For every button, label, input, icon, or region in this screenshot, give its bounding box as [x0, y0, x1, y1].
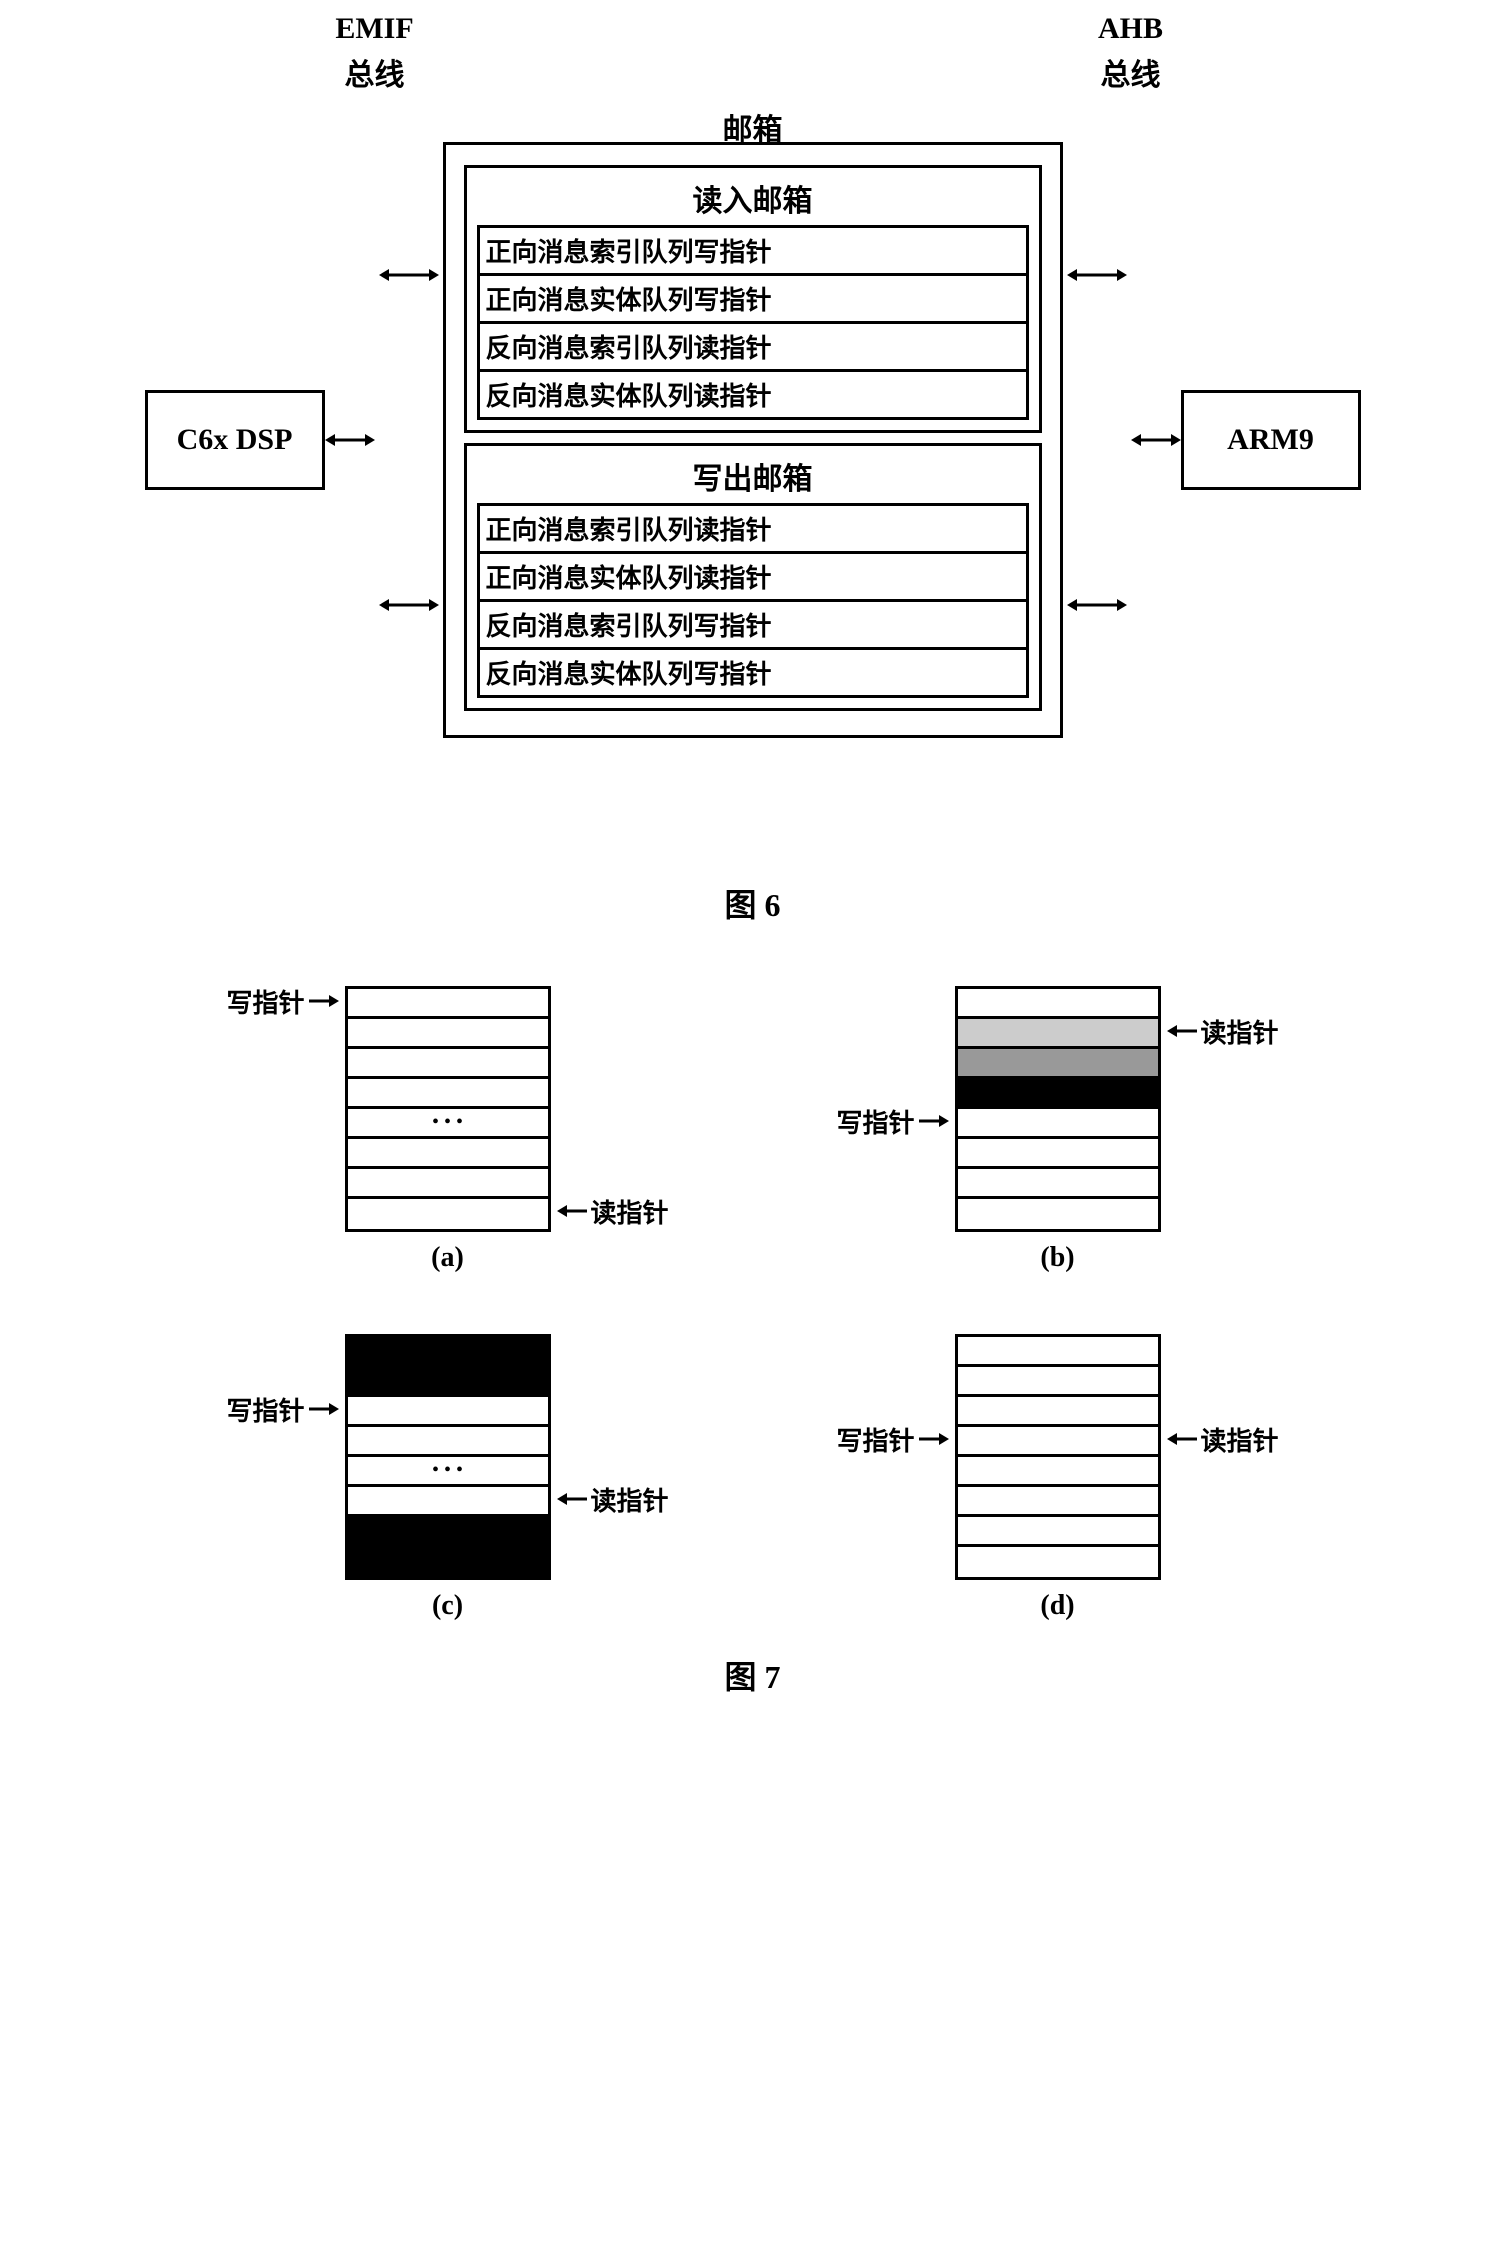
mailbox-outer: 邮箱 读入邮箱 正向消息索引队列写指针 正向消息实体队列写指针 反向消息索引队列… [443, 142, 1063, 738]
arm9-box: ARM9 [1181, 390, 1361, 490]
queue-box: • • • [345, 1334, 551, 1580]
write-ptr-label: 写指针 [836, 1103, 914, 1140]
queue-cell [958, 1109, 1158, 1139]
queue-cell [958, 1139, 1158, 1169]
read-row-3: 反向消息实体队列读指针 [477, 369, 1029, 420]
queue-sub_c: 写指针 • • • (c) 读指针 [226, 1334, 668, 1622]
read-ptr-label: 读指针 [1201, 1013, 1279, 1050]
queue-cell [958, 989, 1158, 1019]
arm9-label: ARM9 [1227, 423, 1314, 457]
queue-cell [348, 989, 548, 1019]
queue-sub_b: 写指针 (b) 读指针 [836, 986, 1278, 1274]
ptr-left-col: 写指针 [226, 1334, 338, 1574]
sub-letter: (d) [1040, 1590, 1074, 1622]
queue-cell [958, 1049, 1158, 1079]
queue-cell [958, 1487, 1158, 1517]
queue-cell [348, 1427, 548, 1457]
sub-letter: (b) [1040, 1242, 1074, 1274]
queue-cell [958, 1337, 1158, 1367]
queue-cell [348, 1199, 548, 1229]
write-row-1: 正向消息实体队列读指针 [477, 551, 1029, 602]
queue-cell [958, 1199, 1158, 1229]
read-ptr-label: 读指针 [591, 1481, 669, 1518]
c6x-dsp-box: C6x DSP [145, 390, 325, 490]
ptr-left-col: 写指针 [226, 986, 338, 1226]
queue-cell [958, 1079, 1158, 1109]
figure-6: C6x DSP EMIF 总线 [30, 30, 1475, 926]
queue-cell [348, 1367, 548, 1397]
ptr-right-col: 读指针 [1167, 1334, 1279, 1574]
read-ptr-label: 读指针 [1201, 1421, 1279, 1458]
read-ptr-label: 读指针 [591, 1193, 669, 1230]
queue-cell [958, 1169, 1158, 1199]
queue-box [955, 986, 1161, 1232]
write-ptr-label: 写指针 [226, 983, 304, 1020]
queue-cell [958, 1427, 1158, 1457]
mailbox-title: 邮箱 [723, 105, 783, 149]
queue-cell: • • • [348, 1457, 548, 1487]
c6x-dsp-label: C6x DSP [177, 423, 293, 457]
ptr-left-col: 写指针 [836, 986, 948, 1226]
read-row-1: 正向消息实体队列写指针 [477, 273, 1029, 324]
queue-cell [348, 1079, 548, 1109]
queue-cell [348, 1397, 548, 1427]
read-mailbox-title: 读入邮箱 [477, 176, 1029, 220]
queue-cell [958, 1019, 1158, 1049]
ptr-right-col: 读指针 [557, 986, 669, 1226]
ahb-label-1: AHB [1098, 12, 1163, 46]
emif-label-2: 总线 [335, 50, 413, 94]
queue-cell [958, 1457, 1158, 1487]
arrow-dsp-bus [325, 430, 375, 450]
arrow-bus-arm [1131, 430, 1181, 450]
read-row-2: 反向消息索引队列读指针 [477, 321, 1029, 372]
queue-cell [348, 1337, 548, 1367]
queue-box: • • • [345, 986, 551, 1232]
arrow-ahb-write [1067, 595, 1127, 615]
read-row-0: 正向消息索引队列写指针 [477, 225, 1029, 276]
queue-cell [348, 1169, 548, 1199]
ptr-right-col: 读指针 [1167, 986, 1279, 1226]
queue-cell [348, 1487, 548, 1517]
emif-label-1: EMIF [335, 12, 413, 46]
ptr-right-col: 读指针 [557, 1334, 669, 1574]
write-mailbox: 写出邮箱 正向消息索引队列读指针 正向消息实体队列读指针 反向消息索引队列写指针… [464, 443, 1042, 711]
arrow-ahb-read [1067, 265, 1127, 285]
queue-cell [958, 1517, 1158, 1547]
figure-7: 写指针• • •(a)读指针写指针(b)读指针写指针• • •(c)读指针写指针… [30, 986, 1475, 1698]
queue-cell: • • • [348, 1109, 548, 1139]
queue-cell [958, 1547, 1158, 1577]
write-ptr-label: 写指针 [226, 1391, 304, 1428]
write-row-3: 反向消息实体队列写指针 [477, 647, 1029, 698]
write-row-2: 反向消息索引队列写指针 [477, 599, 1029, 650]
queue-cell [958, 1397, 1158, 1427]
queue-cell [348, 1139, 548, 1169]
queue-sub_d: 写指针 (d) 读指针 [836, 1334, 1278, 1622]
queue-cell [348, 1517, 548, 1547]
arrow-emif-read [379, 265, 439, 285]
fig6-caption: 图 6 [30, 880, 1475, 926]
queue-sub_a: 写指针 • • • (a) 读指针 [226, 986, 668, 1274]
queue-cell [958, 1367, 1158, 1397]
queue-cell [348, 1547, 548, 1577]
queue-cell [348, 1019, 548, 1049]
write-mailbox-title: 写出邮箱 [477, 454, 1029, 498]
write-row-0: 正向消息索引队列读指针 [477, 503, 1029, 554]
queue-box [955, 1334, 1161, 1580]
sub-letter: (a) [431, 1242, 464, 1274]
ahb-label-2: 总线 [1098, 50, 1163, 94]
fig7-caption: 图 7 [30, 1652, 1475, 1698]
sub-letter: (c) [432, 1590, 463, 1622]
arrow-emif-write [379, 595, 439, 615]
write-ptr-label: 写指针 [836, 1421, 914, 1458]
ptr-left-col: 写指针 [836, 1334, 948, 1574]
read-mailbox: 读入邮箱 正向消息索引队列写指针 正向消息实体队列写指针 反向消息索引队列读指针… [464, 165, 1042, 433]
queue-cell [348, 1049, 548, 1079]
